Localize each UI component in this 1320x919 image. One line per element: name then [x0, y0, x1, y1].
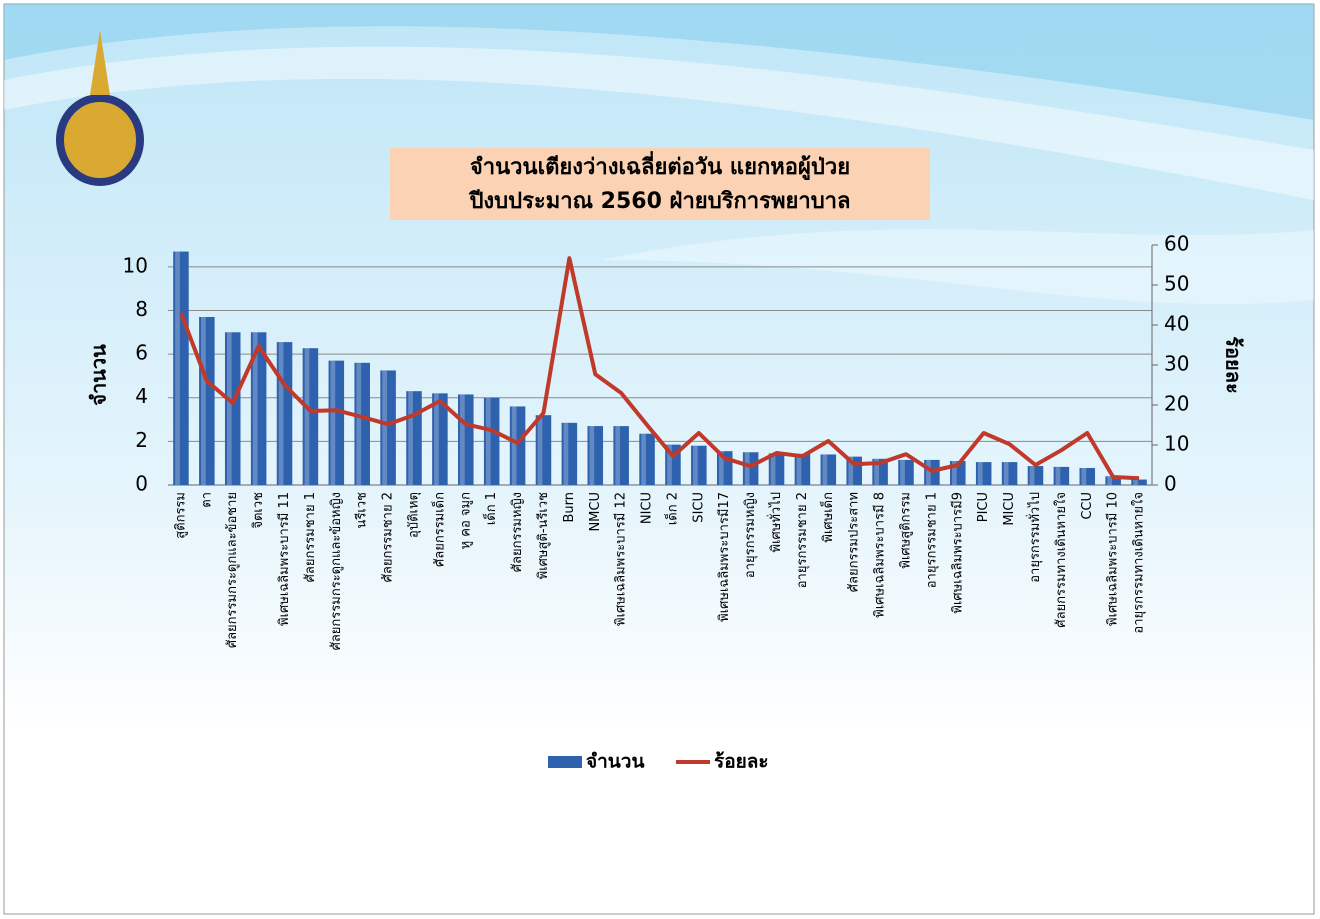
- x-tick-label: พิเศษเฉลิมพระบารมี 8: [872, 492, 888, 618]
- y2-tick-label: 40: [1164, 312, 1189, 336]
- x-tick-label: อายุรกรรมทางเดินหายใจ: [1131, 492, 1147, 634]
- bar-highlight: [978, 462, 983, 485]
- chart-subtitle: ปีงบประมาณ 2560 ฝ่ายบริการพยาบาล: [468, 189, 850, 214]
- y2-tick-label: 20: [1164, 392, 1189, 416]
- x-tick-label: เด็ก 1: [481, 492, 499, 525]
- x-tick-label: NMCU: [588, 492, 603, 532]
- x-tick-label: พิเศษเฉลิมพระบารมี 12: [613, 492, 629, 626]
- y-axis-title: จำนวน: [87, 344, 111, 406]
- y2-tick-label: 50: [1164, 272, 1189, 296]
- x-tick-label: พิเศษเฉลิมพระบารมี 10: [1105, 492, 1121, 626]
- x-tick-label: พิเศษทั่วไป: [767, 492, 784, 553]
- y2-tick-label: 30: [1164, 352, 1189, 376]
- bar-highlight: [175, 252, 180, 485]
- bar-highlight: [512, 406, 517, 485]
- bar-highlight: [1056, 467, 1061, 485]
- slide: จำนวนเตียงว่างเฉลี่ยต่อวัน แยกหอผู้ป่วย …: [0, 0, 1320, 919]
- y2-tick-label: 60: [1164, 232, 1189, 256]
- x-tick-label: NICU: [640, 492, 655, 524]
- y-tick-label: 4: [135, 384, 148, 408]
- y-tick-label: 2: [135, 428, 148, 452]
- bar-highlight: [408, 391, 413, 485]
- bar-highlight: [331, 361, 336, 485]
- bar-highlight: [538, 415, 543, 485]
- bar-highlight: [227, 332, 232, 485]
- x-tick-label: พิเศษสูติ-นรีเวช: [535, 492, 551, 580]
- x-tick-label: ศัลยกรรมกระดูกและข้อชาย: [225, 492, 240, 648]
- y2-axis-title: ร้อยละ: [1222, 336, 1246, 393]
- x-tick-label: Burn: [562, 492, 577, 523]
- bar-highlight: [589, 426, 594, 485]
- bar-highlight: [745, 452, 750, 485]
- x-tick-label: พิเศษเฉลิมพระบารมี 11: [276, 492, 292, 626]
- legend-label: จำนวน: [586, 751, 644, 773]
- x-tick-label: ศัลยกรรมทางเดินหายใจ: [1053, 492, 1069, 628]
- bar-highlight: [356, 363, 361, 485]
- x-tick-label: พิเศษเฉลิมพระบารมี9: [949, 492, 965, 614]
- bar-highlight: [460, 394, 465, 485]
- x-tick-label: พิเศษเด็ก: [818, 492, 836, 543]
- legend-label: ร้อยละ: [714, 751, 769, 773]
- bar-highlight: [615, 426, 620, 485]
- bar-highlight: [693, 446, 698, 485]
- x-tick-label: อายุรกรรมชาย 1: [924, 492, 939, 588]
- bar-highlight: [305, 348, 310, 485]
- bar-highlight: [1030, 466, 1035, 485]
- y2-tick-label: 0: [1164, 472, 1177, 496]
- x-tick-label: ศัลยกรรมเด็ก: [429, 492, 447, 567]
- x-tick-label: MICU: [1002, 492, 1017, 526]
- x-tick-label: ตา: [199, 492, 214, 508]
- x-tick-label: อายุรกรรมทั่วไป: [1026, 492, 1043, 583]
- y-tick-label: 10: [123, 253, 148, 277]
- x-tick-label: ศัลยกรรมหญิง: [510, 492, 525, 572]
- x-tick-label: นรีเวช: [354, 492, 370, 529]
- chart-title: จำนวนเตียงว่างเฉลี่ยต่อวัน แยกหอผู้ป่วย: [470, 150, 850, 181]
- bar-highlight: [771, 453, 776, 485]
- bar-highlight: [1004, 462, 1009, 485]
- legend-swatch: [548, 756, 582, 768]
- bar-highlight: [279, 342, 284, 485]
- y-tick-label: 6: [135, 341, 148, 365]
- y2-tick-label: 10: [1164, 432, 1189, 456]
- x-tick-label: เด็ก 2: [662, 492, 680, 525]
- x-tick-label: PICU: [976, 492, 991, 522]
- bar-highlight: [641, 434, 646, 485]
- x-tick-label: ศัลยกรรมประสาท: [847, 492, 862, 592]
- bar-highlight: [564, 423, 569, 485]
- x-tick-label: อุบัติเหตุ: [407, 492, 422, 538]
- x-tick-label: SICU: [691, 492, 706, 523]
- x-tick-label: อายุรกรรมหญิง: [743, 492, 758, 578]
- bar-highlight: [434, 393, 439, 485]
- x-tick-label: CCU: [1080, 492, 1095, 520]
- bar-highlight: [1081, 468, 1086, 485]
- x-tick-label: ศัลยกรรมชาย 2: [381, 492, 396, 582]
- x-tick-label: พิเศษสูติกรรม: [899, 492, 914, 569]
- x-tick-label: อายุรกรรมชาย 2: [795, 492, 810, 588]
- bar-highlight: [1133, 480, 1138, 485]
- bar-highlight: [486, 398, 491, 485]
- bar-highlight: [382, 370, 387, 485]
- x-tick-label: หู คอ จมูก: [458, 492, 473, 549]
- bar-highlight: [900, 460, 905, 485]
- bar-highlight: [797, 454, 802, 485]
- x-tick-label: ศัลยกรรมกระดูกและข้อหญิง: [329, 492, 344, 650]
- x-tick-label: พิเศษเฉลิมพระบารมี17: [716, 492, 732, 622]
- y-tick-label: 8: [135, 297, 148, 321]
- bar-highlight: [201, 317, 206, 485]
- x-tick-label: ศัลยกรรมชาย 1: [303, 492, 318, 582]
- y-tick-label: 0: [135, 472, 148, 496]
- bar-highlight: [926, 460, 931, 485]
- bar-highlight: [823, 454, 828, 485]
- x-tick-label: สูติกรรม: [173, 492, 188, 539]
- x-tick-label: จิตเวช: [251, 492, 266, 529]
